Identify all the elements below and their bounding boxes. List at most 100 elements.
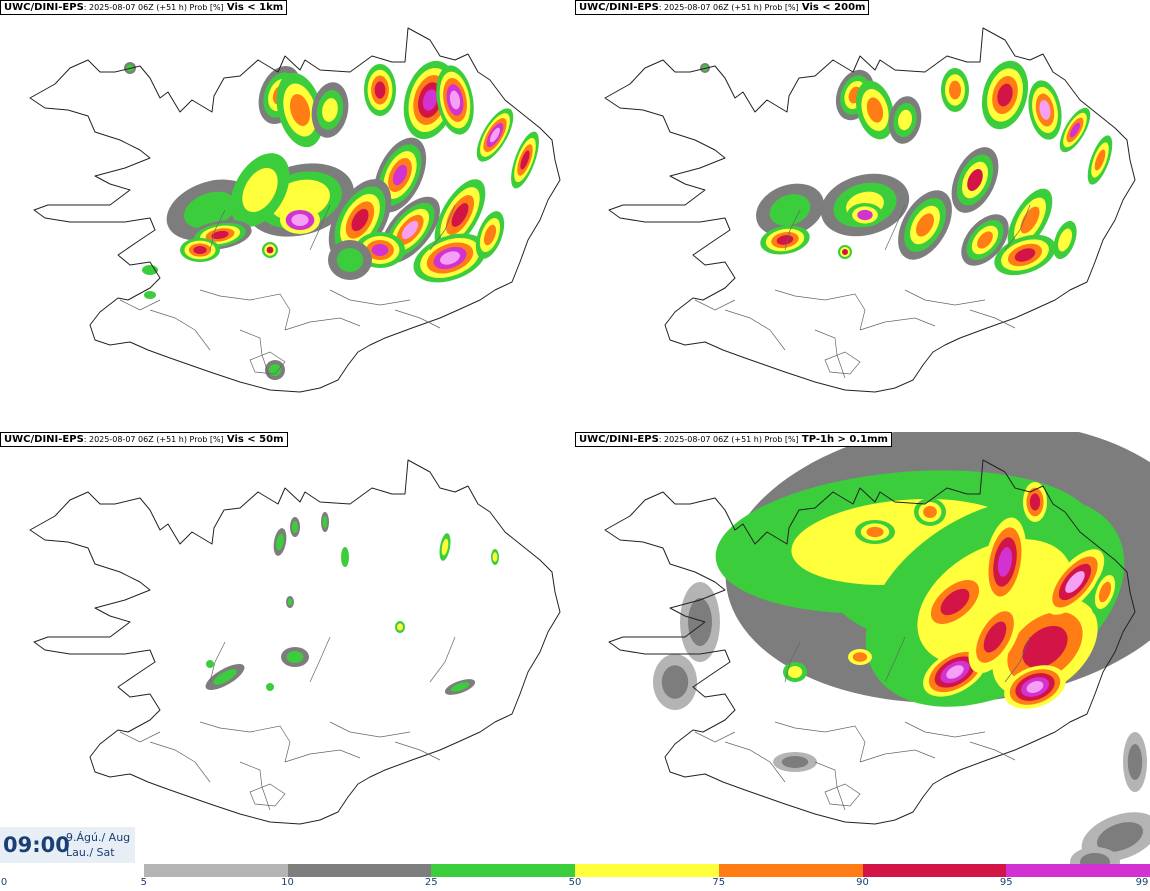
- region-border: [149, 309, 211, 351]
- probability-blob: [291, 214, 309, 226]
- probability-blob: [967, 169, 983, 191]
- region-border: [239, 329, 271, 379]
- colorbar-segment: [143, 864, 288, 877]
- region-border: [774, 721, 866, 763]
- region-border: [284, 317, 361, 331]
- region-border: [724, 741, 786, 783]
- colorbar-tick-label: 99: [1135, 877, 1149, 888]
- probability-blob: [441, 538, 449, 556]
- region-border: [239, 761, 271, 811]
- probability-blob: [781, 756, 809, 768]
- probability-blob: [336, 248, 364, 272]
- panel-title: UWC/DINI-EPS: 2025-08-07 06Z (+51 h) Pro…: [575, 0, 870, 15]
- colorbar-segment: [287, 864, 432, 877]
- probability-blob: [1022, 625, 1068, 669]
- panel-tp-1h: UWC/DINI-EPS: 2025-08-07 06Z (+51 h) Pro…: [575, 432, 1150, 864]
- probability-colorbar: 0 5 10 25 50 75 90 95 99: [0, 862, 1150, 891]
- probability-blob: [492, 552, 498, 562]
- probability-blob: [983, 621, 1007, 653]
- probability-blob: [490, 127, 500, 143]
- region-border: [884, 204, 906, 251]
- probability-blob: [852, 652, 868, 662]
- coastline: [604, 459, 1136, 825]
- region-border: [824, 783, 861, 807]
- probability-blob: [520, 150, 530, 170]
- probability-blob: [351, 208, 369, 232]
- probability-blob: [450, 682, 470, 692]
- region-border: [784, 209, 801, 251]
- map-vis-200m: [604, 27, 1136, 393]
- probability-blob: [866, 97, 884, 123]
- map-tp-1h: [604, 432, 1150, 864]
- region-border: [119, 299, 161, 311]
- probability-blob: [242, 167, 278, 213]
- region-border: [149, 741, 211, 783]
- probability-blob: [1127, 744, 1143, 780]
- region-border: [284, 749, 361, 763]
- probability-blob: [1026, 681, 1044, 693]
- probability-blob: [1029, 493, 1041, 511]
- probability-blob: [292, 521, 298, 533]
- iceland-land: [30, 460, 560, 824]
- probability-blob: [1098, 581, 1112, 603]
- colorbar-segment: [862, 864, 1007, 877]
- colorbar-tick-label: 95: [999, 877, 1013, 888]
- region-border: [814, 761, 846, 811]
- region-border: [429, 636, 456, 683]
- region-border: [694, 731, 736, 743]
- probability-blob: [483, 224, 497, 246]
- panel-vis-200m: UWC/DINI-EPS: 2025-08-07 06Z (+51 h) Pro…: [575, 0, 1150, 432]
- region-border: [1004, 636, 1031, 683]
- colorbar-segment: [718, 864, 863, 877]
- colorbar-tick-label: 25: [424, 877, 438, 888]
- probability-blob: [1094, 149, 1106, 171]
- colorbar-segment: [1006, 864, 1150, 877]
- probability-blob: [898, 109, 912, 131]
- probability-blob: [371, 244, 389, 256]
- colorbar-tick-label: 75: [712, 877, 726, 888]
- region-border: [309, 636, 331, 683]
- panel-title: UWC/DINI-EPS: 2025-08-07 06Z (+51 h) Pro…: [0, 432, 288, 447]
- probability-blob: [866, 526, 884, 538]
- probability-blob: [661, 665, 689, 699]
- region-border: [884, 636, 906, 683]
- region-border: [249, 783, 286, 807]
- probability-blob: [997, 83, 1013, 107]
- region-border: [969, 309, 1016, 329]
- valid-time: 09:00: [3, 833, 70, 857]
- colorbar-tick-label: 0: [0, 877, 8, 888]
- probability-blob: [440, 251, 460, 265]
- probability-blob: [1065, 571, 1085, 593]
- region-border: [904, 289, 986, 306]
- probability-blob: [213, 669, 237, 685]
- probability-blob: [422, 89, 438, 111]
- probability-blob: [946, 665, 964, 679]
- probability-blob: [142, 265, 158, 275]
- region-border: [329, 289, 411, 306]
- panel-title: UWC/DINI-EPS: 2025-08-07 06Z (+51 h) Pro…: [575, 432, 892, 447]
- region-border: [814, 329, 846, 379]
- probability-blob: [322, 98, 338, 122]
- region-border: [694, 299, 736, 311]
- probability-blob: [276, 533, 284, 551]
- probability-blob: [183, 191, 237, 229]
- probability-blob: [940, 588, 970, 616]
- probability-blob: [1039, 100, 1051, 120]
- probability-blob: [977, 231, 993, 249]
- probability-blob: [1096, 822, 1144, 852]
- region-border: [394, 309, 441, 329]
- valid-weekday: Lau./ Sat: [66, 846, 115, 859]
- probability-blob: [374, 81, 386, 99]
- probability-blob: [401, 220, 419, 240]
- probability-blob: [322, 516, 328, 528]
- map-vis-1km: [29, 27, 561, 393]
- colorbar-tick-label: 90: [856, 877, 869, 888]
- probability-blob: [997, 547, 1013, 577]
- probability-blob: [289, 94, 311, 126]
- probability-blob: [949, 80, 961, 100]
- region-border: [249, 351, 286, 375]
- probability-blob: [282, 187, 318, 213]
- colorbar-tick-label: 50: [568, 877, 582, 888]
- probability-blob: [916, 213, 934, 237]
- map-vis-50m: [29, 459, 561, 825]
